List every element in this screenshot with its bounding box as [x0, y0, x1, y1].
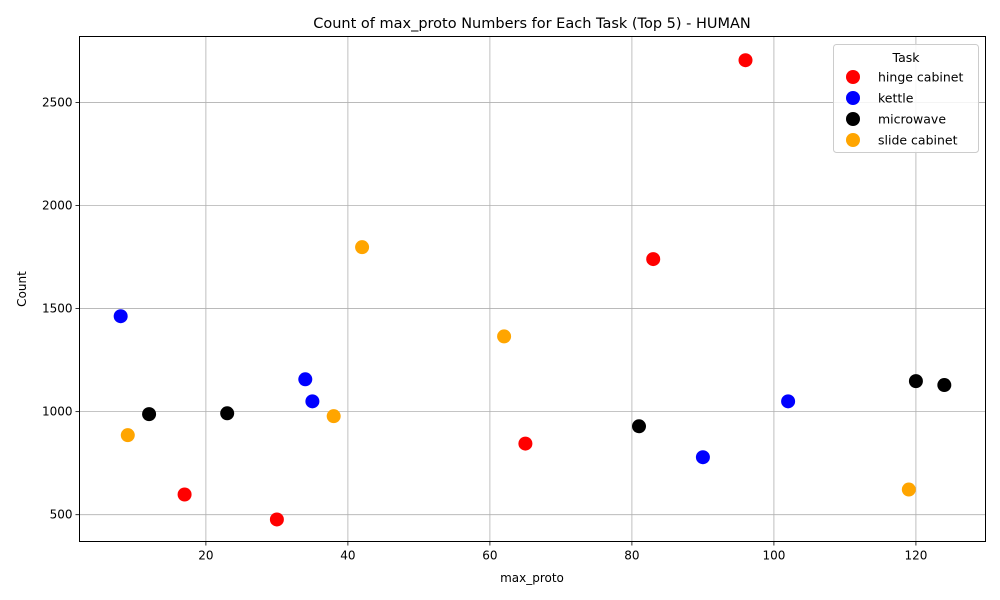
y-axis-ticks: 500 1000 1500 2000 2500 — [42, 95, 80, 522]
data-point — [177, 487, 192, 502]
legend-items: hinge cabinet kettle microwave slide cabine… — [846, 70, 963, 148]
x-tick-label: 40 — [340, 549, 355, 563]
data-point — [632, 419, 647, 434]
legend-marker — [846, 91, 860, 105]
chart-title: Count of max_proto Numbers for Each Task… — [313, 16, 751, 32]
data-point — [518, 436, 533, 451]
x-tick-label: 100 — [762, 549, 785, 563]
x-tick-label: 120 — [904, 549, 927, 563]
data-point — [142, 407, 157, 422]
data-point — [695, 450, 710, 465]
data-point — [908, 374, 923, 389]
x-tick-label: 80 — [624, 549, 639, 563]
data-point — [355, 240, 370, 255]
legend-marker — [846, 70, 860, 84]
data-point — [220, 406, 235, 421]
legend-label: microwave — [878, 112, 946, 127]
data-point — [298, 372, 313, 387]
plot-frame — [79, 36, 986, 542]
legend-label: slide cabinet — [878, 133, 958, 148]
x-axis-ticks: 20 40 60 80 100 120 — [198, 541, 927, 563]
series-hinge-cabinet — [177, 53, 753, 527]
series-microwave — [142, 374, 952, 434]
data-point — [269, 512, 284, 527]
data-points — [113, 53, 952, 527]
data-point — [113, 309, 128, 324]
y-tick-label: 2500 — [42, 95, 73, 109]
x-tick-label: 60 — [482, 549, 497, 563]
data-point — [937, 378, 952, 393]
y-tick-label: 2000 — [42, 199, 73, 213]
x-tick-label: 20 — [198, 549, 213, 563]
data-point — [305, 394, 320, 409]
data-point — [901, 482, 916, 497]
y-tick-label: 1000 — [42, 405, 73, 419]
legend-title: Task — [892, 50, 921, 65]
legend-box — [833, 44, 979, 153]
data-point — [120, 428, 135, 443]
series-kettle — [113, 309, 796, 465]
legend-label: kettle — [878, 91, 914, 106]
x-axis-label: max_proto — [500, 571, 564, 585]
y-axis-label: Count — [15, 271, 29, 307]
data-point — [326, 409, 341, 424]
legend-label: hinge cabinet — [878, 70, 963, 85]
data-point — [497, 329, 512, 344]
legend-marker — [846, 112, 860, 126]
data-point — [646, 252, 661, 267]
legend-marker — [846, 133, 860, 147]
y-tick-label: 500 — [50, 508, 73, 522]
series-slide-cabinet — [120, 240, 916, 497]
data-point — [781, 394, 796, 409]
y-tick-label: 1500 — [42, 302, 73, 316]
data-point — [738, 53, 753, 68]
legend: Task hinge cabinet kettle microwave slide c… — [833, 44, 979, 153]
